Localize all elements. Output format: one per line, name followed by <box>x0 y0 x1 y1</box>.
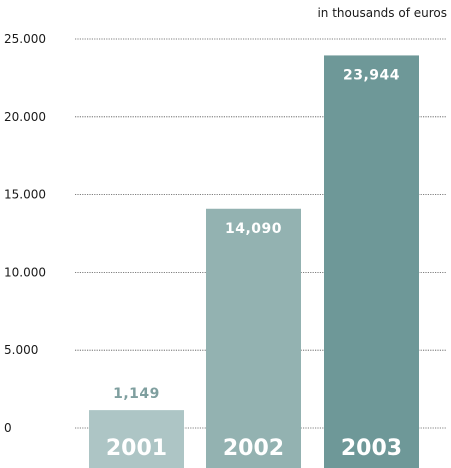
category-label: 2003 <box>341 436 402 461</box>
y-tick-label: 20.000 <box>4 110 46 124</box>
y-tick-label: 5.000 <box>4 343 38 357</box>
value-label: 23,944 <box>343 67 400 83</box>
y-axis-tick-labels: 0 5.000 10.000 15.000 20.000 25.000 <box>4 32 46 435</box>
category-label: 2001 <box>106 436 167 461</box>
y-tick-label: 25.000 <box>4 32 46 46</box>
unit-label: in thousands of euros <box>317 6 447 20</box>
value-label: 1,149 <box>113 386 160 402</box>
bar-2002 <box>206 208 301 468</box>
y-tick-label: 15.000 <box>4 188 46 202</box>
bar-labels: 1,149 2001 14,090 2002 23,944 2003 <box>106 67 402 461</box>
value-label: 14,090 <box>225 221 282 237</box>
category-label: 2002 <box>223 436 284 461</box>
bars <box>89 55 419 468</box>
bar-2003 <box>324 55 419 468</box>
bar-2001 <box>89 410 184 468</box>
y-tick-label: 0 <box>4 421 12 435</box>
y-tick-label: 10.000 <box>4 265 46 279</box>
